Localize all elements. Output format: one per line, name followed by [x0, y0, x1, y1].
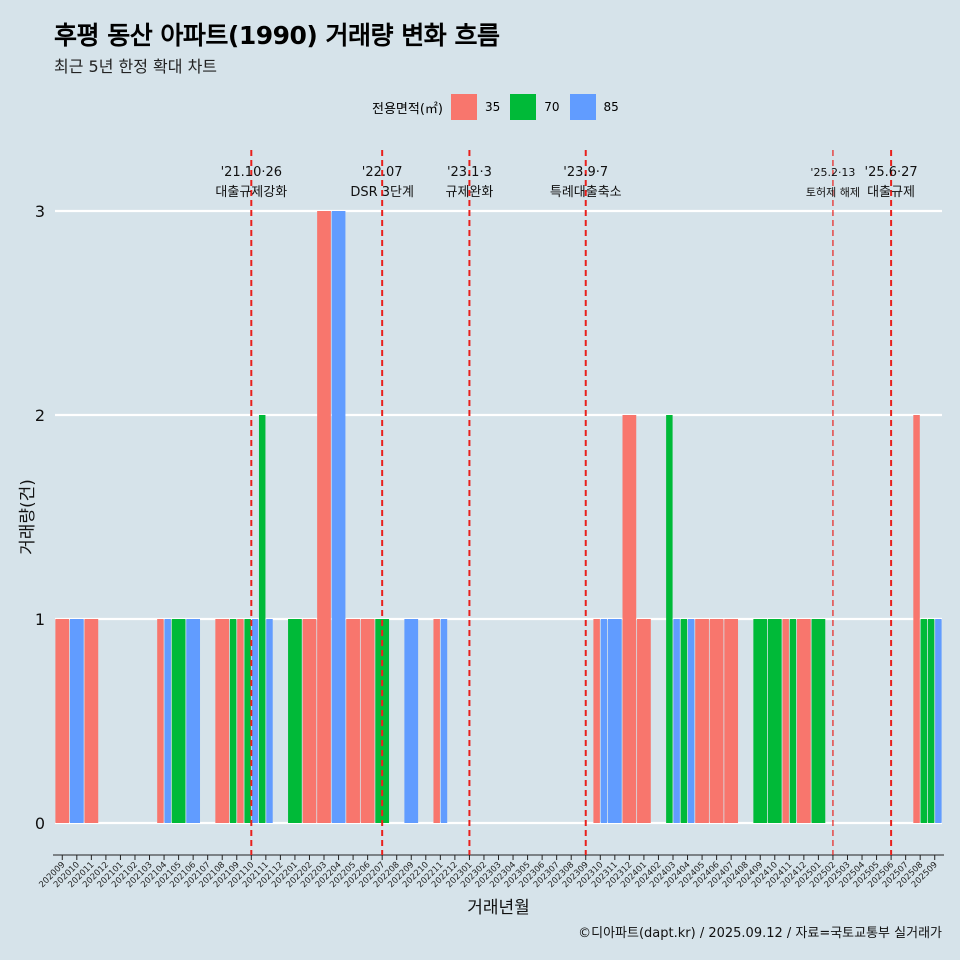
x-axis-title: 거래년월: [467, 898, 530, 918]
bar-202110-70: [244, 619, 251, 823]
bar-202201-70: [288, 619, 302, 823]
bar-202412-35: [796, 619, 811, 823]
bar-202209-85: [404, 619, 419, 823]
annotation-label-202207: DSR 3단계: [350, 185, 414, 200]
bar-202009-35: [55, 619, 70, 823]
bar-202105-70: [171, 619, 186, 823]
bar-202211-35: [433, 619, 440, 823]
y-axis-title: 거래량(건): [18, 479, 38, 555]
legend-title: 전용면적(㎡): [372, 101, 443, 117]
annotation-label-202110: 대출규제강화: [215, 185, 287, 200]
bar-202311-85: [607, 619, 622, 823]
bar-202407-35: [724, 619, 739, 823]
bar-202501-70: [811, 619, 826, 823]
y-tick-label-0: 0: [35, 814, 45, 833]
legend: 전용면적(㎡) 35 70 85: [372, 93, 629, 121]
annotation-label-202506: 대출규제: [867, 185, 915, 200]
bar-202109-70: [229, 619, 237, 823]
bar-202508-35: [913, 415, 920, 823]
annotation-label-202502: 토허제 해제: [806, 185, 860, 199]
bar-202411-70: [789, 619, 797, 823]
legend-label-85: 85: [603, 100, 619, 114]
bar-202310-35: [593, 619, 600, 823]
annotation-date-202110: '21.10·26: [221, 165, 282, 180]
bar-202204-85: [331, 211, 346, 823]
bar-202109-35: [237, 619, 244, 823]
y-tick-label-2: 2: [35, 406, 45, 425]
bar-202403-70: [666, 415, 673, 823]
annotation-label-202309: 특례대출축소: [550, 185, 622, 200]
bar-202104-35: [157, 619, 164, 823]
legend-key-85: [569, 94, 596, 120]
legend-label-35: 35: [484, 100, 501, 114]
bar-202509-85: [935, 619, 942, 823]
bar-202404-70: [680, 619, 688, 823]
annotation-date-202502: '25.2·13: [810, 166, 855, 179]
bar-202111-70: [258, 415, 266, 823]
bar-202409-70: [753, 619, 768, 823]
legend-key-70: [510, 94, 537, 120]
bar-202206-35: [360, 619, 375, 823]
bar-202405-35: [695, 619, 709, 823]
bar-202110-85: [251, 619, 259, 823]
y-tick-label-3: 3: [35, 202, 45, 221]
annotation-date-202301: '23.1·3: [447, 165, 492, 180]
bar-202010-85: [69, 619, 84, 823]
bar-202106-85: [186, 619, 201, 823]
annotation-date-202309: '23.9·7: [563, 165, 608, 180]
source-caption: ©디아파트(dapt.kr) / 2025.09.12 / 자료=국토교통부 실…: [578, 926, 942, 941]
bar-202104-85: [164, 619, 171, 823]
bar-202401-35: [637, 619, 651, 823]
legend-label-70: 70: [544, 100, 560, 114]
annotation-label-202301: 규제완화: [445, 185, 493, 200]
annotation-date-202207: '22.07: [362, 165, 403, 180]
bar-202312-35: [622, 415, 637, 823]
bar-202411-35: [782, 619, 789, 823]
chart-subtitle: 최근 5년 한정 확대 차트: [54, 57, 218, 76]
bar-202011-35: [84, 619, 99, 823]
bar-202202-35: [302, 619, 317, 823]
bar-202406-35: [709, 619, 724, 823]
bar-202508-70: [920, 619, 928, 823]
bar-202509-70: [927, 619, 935, 823]
bar-202403-85: [673, 619, 680, 823]
bar-202205-35: [346, 619, 360, 823]
bar-202111-85: [266, 619, 273, 823]
bar-202203-35: [317, 211, 331, 823]
bar-202310-85: [600, 619, 608, 823]
chart-title: 후평 동산 아파트(1990) 거래량 변화 흐름: [54, 21, 500, 50]
annotation-date-202506: '25.6·27: [865, 165, 918, 180]
bar-202404-85: [687, 619, 695, 823]
bar-202108-35: [215, 619, 230, 823]
legend-key-35: [450, 94, 477, 120]
bar-202410-70: [767, 619, 782, 823]
bar-202211-85: [440, 619, 448, 823]
y-tick-label-1: 1: [35, 610, 45, 629]
